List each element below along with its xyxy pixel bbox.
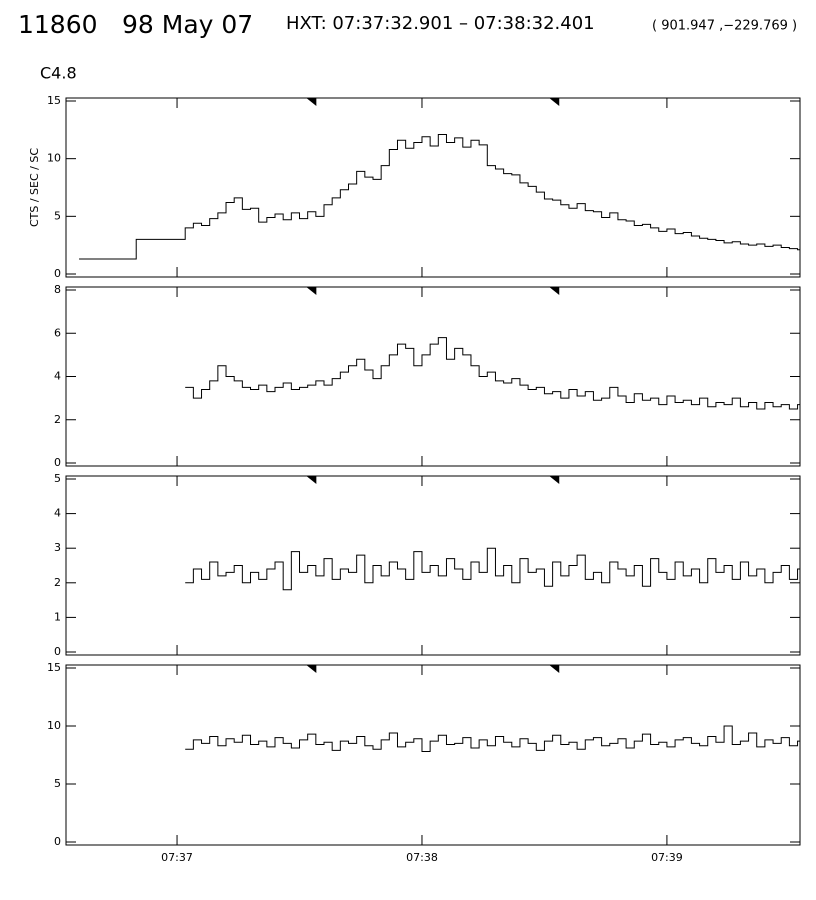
position: ( 901.947 ,−229.769 ) [652, 19, 797, 34]
interval-marker [549, 476, 560, 484]
y-tick-label: 8 [54, 283, 61, 296]
interval-marker [549, 287, 560, 295]
interval-marker [306, 98, 317, 106]
y-axis-label: CTS / SEC / SC [28, 148, 41, 227]
y-tick-label: 10 [47, 152, 61, 165]
x-tick-label: 07:38 [406, 851, 438, 864]
count-rate-line [185, 725, 800, 753]
plot-frame [65, 97, 801, 278]
time-interval: HXT: 07:37:32.901 – 07:38:32.401 [286, 13, 595, 34]
count-rate-line [185, 337, 800, 410]
plot-frame [65, 286, 801, 467]
x-tick-label: 07:37 [161, 851, 193, 864]
x-tick-label: 07:39 [651, 851, 683, 864]
y-tick-label: 10 [47, 719, 61, 732]
flare-class: C4.8 [40, 64, 77, 83]
y-tick-label: 0 [54, 456, 61, 469]
y-tick-label: 1 [54, 610, 61, 623]
y-tick-label: 6 [54, 326, 61, 339]
y-tick-label: 15 [47, 94, 61, 107]
y-tick-label: 5 [54, 777, 61, 790]
interval-marker [306, 476, 317, 484]
y-tick-label: 2 [54, 576, 61, 589]
y-tick-label: 2 [54, 413, 61, 426]
y-tick-label: 15 [47, 661, 61, 674]
plot-frame [65, 664, 801, 846]
y-tick-label: 4 [54, 507, 61, 520]
interval-marker [306, 665, 317, 673]
y-tick-label: 0 [54, 267, 61, 280]
y-tick-label: 5 [54, 209, 61, 222]
y-tick-label: 4 [54, 370, 61, 383]
count-rate-line [79, 133, 800, 260]
y-tick-label: 5 [54, 472, 61, 485]
observation-date: 98 May 07 [122, 10, 253, 39]
y-tick-label: 3 [54, 541, 61, 554]
y-tick-label: 0 [54, 645, 61, 658]
y-tick-label: 0 [54, 835, 61, 848]
interval-marker [306, 287, 317, 295]
observation-id: 11860 [18, 10, 98, 39]
interval-marker [549, 98, 560, 106]
interval-marker [549, 665, 560, 673]
count-rate-line [185, 547, 800, 591]
plot-frame [65, 475, 801, 656]
